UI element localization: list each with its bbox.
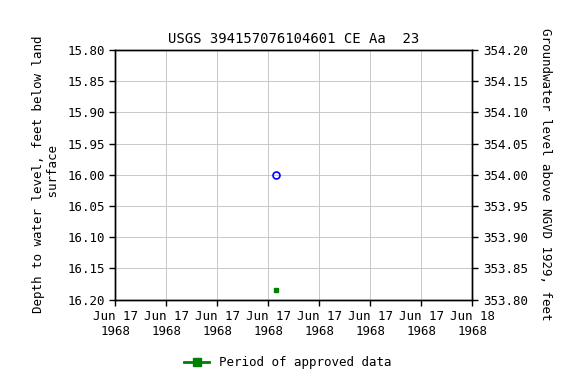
Legend: Period of approved data: Period of approved data: [179, 351, 397, 374]
Title: USGS 394157076104601 CE Aa  23: USGS 394157076104601 CE Aa 23: [168, 32, 419, 46]
Y-axis label: Depth to water level, feet below land
 surface: Depth to water level, feet below land su…: [32, 36, 60, 313]
Y-axis label: Groundwater level above NGVD 1929, feet: Groundwater level above NGVD 1929, feet: [539, 28, 552, 321]
